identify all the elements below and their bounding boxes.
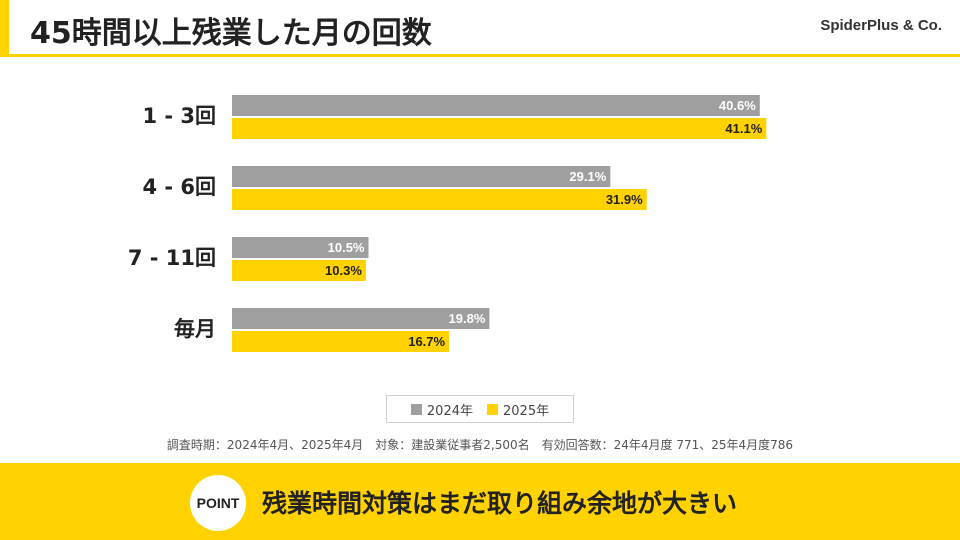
bar-2024-2 [232, 237, 369, 258]
data-label: 40.6% [719, 98, 756, 113]
company-logo: SpiderPlus & Co. [820, 17, 942, 34]
legend-label-2025: 2025年 [503, 403, 550, 419]
legend-swatch-2025 [487, 403, 498, 415]
bar-2024-1 [232, 166, 611, 187]
bar-chart: 1 - 3回 40.6% 41.1% 4 - 6回 29.1%31.9% 7 - 11回 1… [128, 95, 767, 352]
category-label: 毎月 [174, 317, 216, 341]
point-badge: POINT [190, 475, 246, 531]
header-bar: 45時間以上残業した月の回数 SpiderPlus & Co. [0, 0, 960, 57]
data-label: 29.1% [569, 169, 606, 184]
data-label: 10.5% [328, 240, 365, 255]
data-label: 16.7% [408, 334, 445, 349]
legend-item-2025: 2025年 [487, 400, 549, 419]
category-label: 7 - 11回 [128, 246, 216, 270]
data-label: 41.1% [725, 121, 762, 136]
survey-footnote: 調査時期：2024年4月、2025年4月 対象：建設業従事者2,500名 有効回… [166, 438, 794, 452]
legend-item-2024: 2024年 [410, 400, 473, 419]
data-label: 19.8% [449, 311, 486, 326]
bar-2025-1 [232, 189, 647, 210]
page-title: 45時間以上残業した月の回数 [30, 16, 432, 51]
bar-2025-3 [232, 331, 450, 352]
point-banner [0, 463, 960, 540]
data-label: 10.3% [325, 263, 362, 278]
legend-label-2024: 2024年 [426, 403, 473, 419]
bar-2025-2 [232, 260, 366, 281]
point-message: 残業時間対策はまだ取り組み余地が大きい [262, 489, 738, 518]
header-accent [0, 0, 9, 54]
bar-2024-3 [232, 308, 490, 329]
category-label: 1 - 3回 [142, 104, 216, 128]
chart-legend: 2024年 2025年 [386, 395, 574, 423]
legend-swatch-2024 [410, 403, 422, 415]
category-label: 4 - 6回 [142, 175, 216, 199]
data-label: 31.9% [606, 192, 643, 207]
bar-2025-0 [232, 118, 767, 139]
bar-2024-0 [232, 95, 760, 116]
